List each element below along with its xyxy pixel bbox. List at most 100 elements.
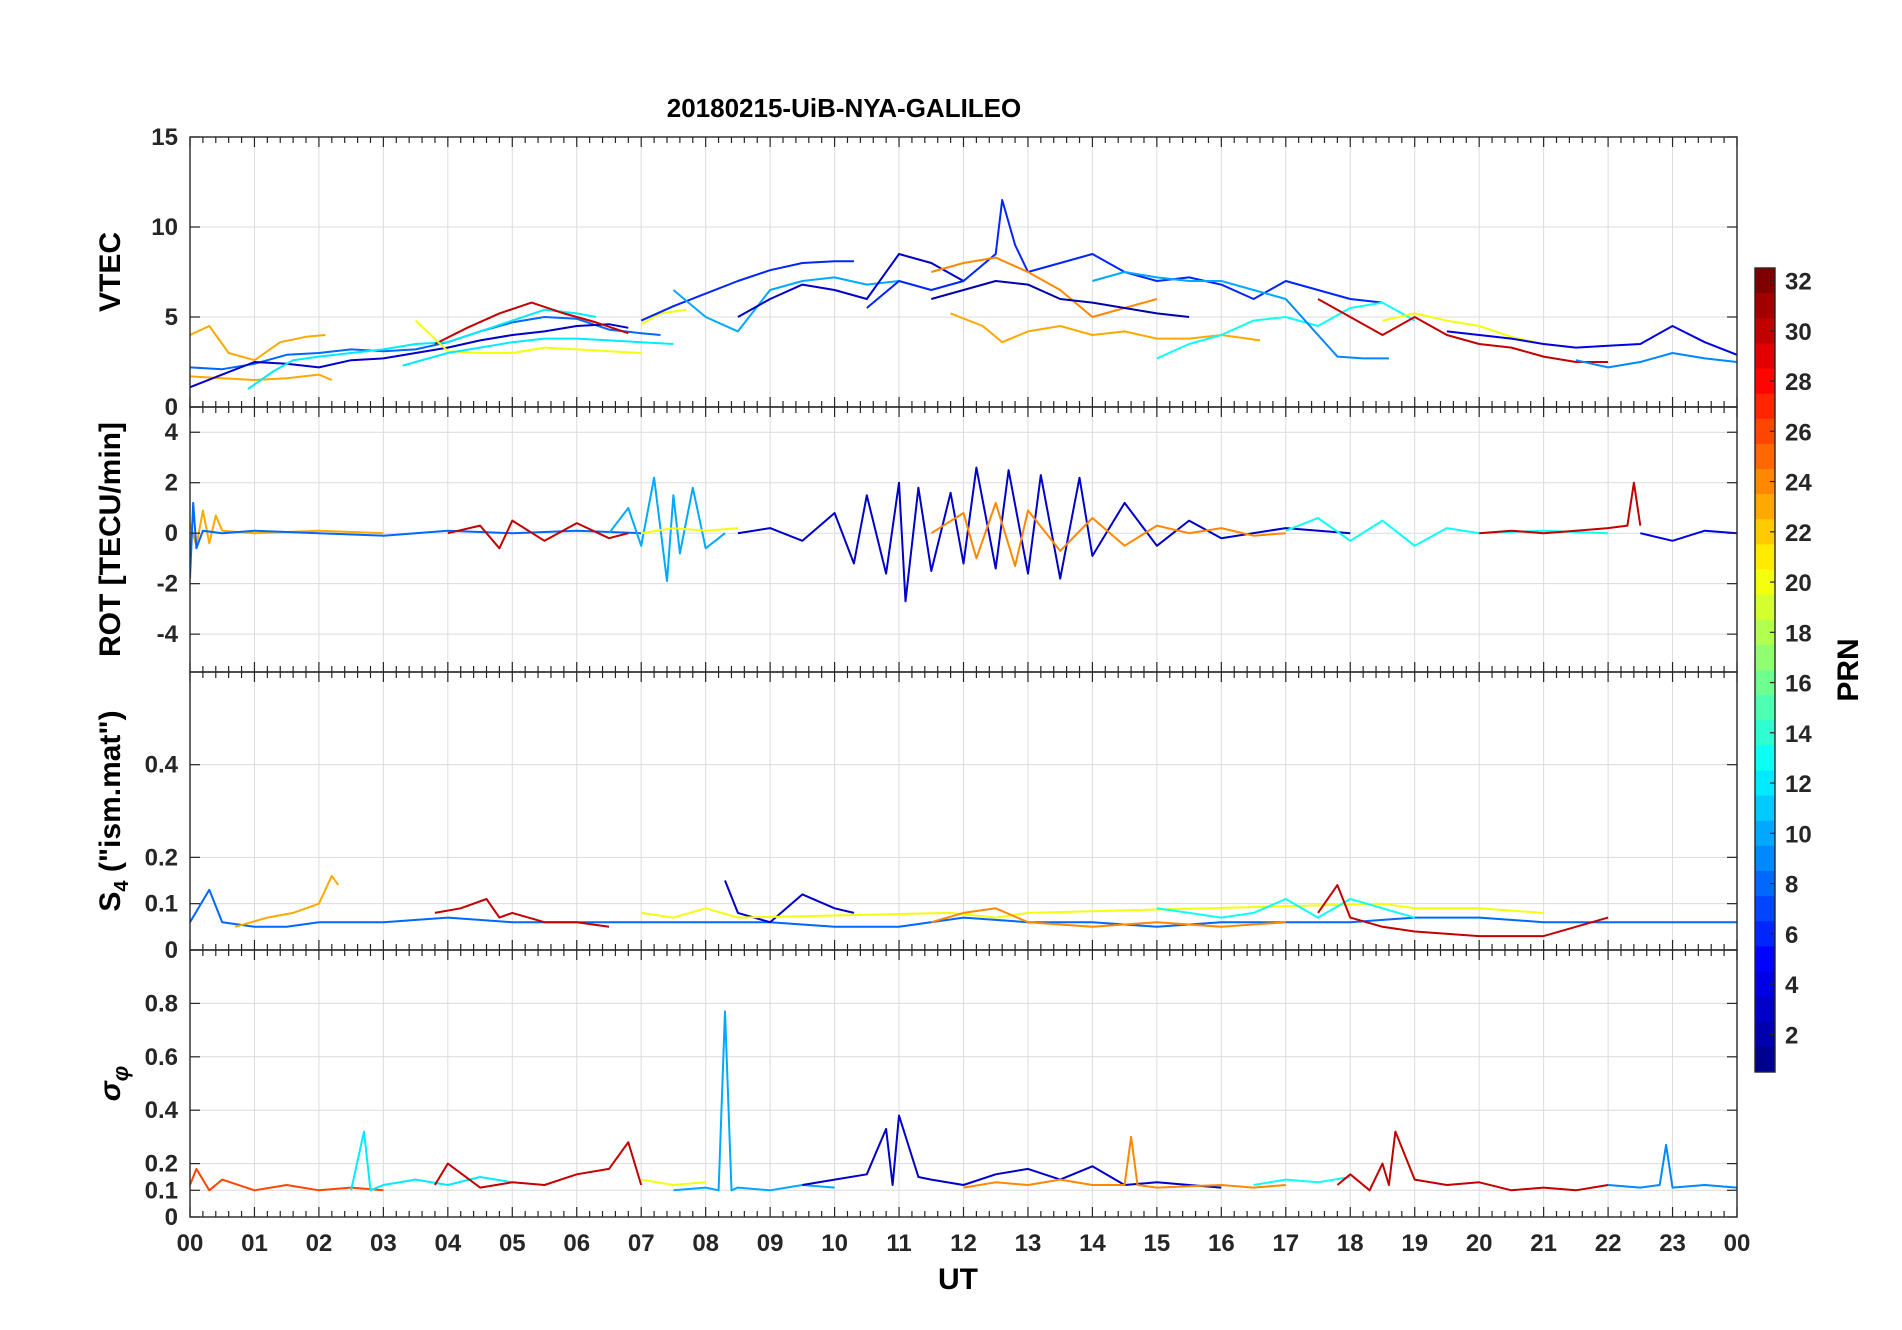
series-line-prn-13 xyxy=(1253,1176,1351,1186)
series-line-prn-30 xyxy=(434,1141,643,1189)
series-line-prn-3 xyxy=(724,880,855,924)
x-tick-label: 09 xyxy=(757,1230,784,1257)
y-tick-label: 0.1 xyxy=(145,891,178,918)
colorbar-segment xyxy=(1755,871,1775,897)
series-line-prn-4 xyxy=(1640,529,1737,542)
series-line-prn-23 xyxy=(234,874,340,928)
series-line-prn-30 xyxy=(434,301,629,345)
colorbar-segment xyxy=(1755,1021,1775,1048)
y-tick-label: 0.2 xyxy=(145,844,178,871)
series-line-prn-20 xyxy=(640,308,687,326)
x-tick-label: 01 xyxy=(241,1230,268,1257)
series-line-prn-30 xyxy=(1317,884,1609,938)
x-tick-label: 16 xyxy=(1208,1230,1235,1257)
colorbar-segment xyxy=(1755,644,1775,671)
x-tick-label: 20 xyxy=(1466,1230,1493,1257)
y-tick-label: 0.2 xyxy=(145,1151,178,1178)
colorbar-segment xyxy=(1755,544,1775,570)
colorbar-tick-label: 14 xyxy=(1785,721,1812,748)
y-tick-label: 10 xyxy=(151,214,178,241)
x-tick-label: 15 xyxy=(1144,1230,1171,1257)
series-group xyxy=(190,874,1737,938)
colorbar-tick-label: 28 xyxy=(1785,369,1812,396)
colorbar-segment xyxy=(1755,569,1775,596)
x-tick-label: 12 xyxy=(950,1230,977,1257)
colorbar-tick-label: 8 xyxy=(1785,872,1798,899)
x-tick-label: 04 xyxy=(434,1230,461,1257)
series-line-prn-23 xyxy=(190,373,333,381)
colorbar-tick-label: 4 xyxy=(1785,972,1799,999)
colorbar-segment xyxy=(1755,670,1775,696)
series-line-prn-13 xyxy=(1156,898,1415,919)
y-tick-label: 2 xyxy=(165,470,178,497)
colorbar-tick-label: 30 xyxy=(1785,319,1812,346)
colorbar-tick-label: 22 xyxy=(1785,520,1812,547)
chart-title: 20180215-UiB-NYA-GALILEO xyxy=(667,93,1022,123)
x-tick-label: 22 xyxy=(1595,1230,1622,1257)
colorbar-segment xyxy=(1755,1046,1775,1073)
panel-vtec: 0 5 10 15 VTEC xyxy=(94,124,1738,421)
colorbar-segment xyxy=(1755,820,1775,847)
series-line-prn-20 xyxy=(641,527,738,535)
series-line-prn-20 xyxy=(641,902,1544,919)
y-axis-label-vtec: VTEC xyxy=(94,232,127,312)
colorbar-tick-label: 26 xyxy=(1785,419,1812,446)
series-line-prn-24 xyxy=(931,907,1286,928)
series-line-prn-30 xyxy=(1317,298,1609,363)
colorbar-tick-label: 10 xyxy=(1785,821,1812,848)
colorbar-segment xyxy=(1755,695,1775,721)
colorbar-segment xyxy=(1755,845,1775,872)
panel-rot: -4 -2 0 2 4 ROT [TECU/min] xyxy=(94,406,1738,673)
colorbar-segment xyxy=(1755,519,1775,545)
series-group xyxy=(190,466,1737,603)
x-tick-label: 14 xyxy=(1079,1230,1106,1257)
series-group xyxy=(190,199,1737,390)
colorbar-tick-label: 20 xyxy=(1785,570,1812,597)
y-tick-label: 0.4 xyxy=(145,1097,179,1124)
series-line-prn-8 xyxy=(190,888,1737,928)
series-line-prn-6 xyxy=(866,199,1383,309)
colorbar-segment xyxy=(1755,745,1775,771)
colorbar-segment xyxy=(1755,418,1775,445)
series-line-prn-9 xyxy=(1285,298,1389,360)
series-line-prn-10 xyxy=(673,1010,835,1192)
colorbar-tick-label: 6 xyxy=(1785,922,1798,949)
series-line-prn-30 xyxy=(1479,481,1642,535)
x-tick-label: 11 xyxy=(886,1230,911,1257)
series-line-prn-24 xyxy=(930,501,1286,567)
colorbar-tick-label: 2 xyxy=(1785,1022,1798,1049)
x-tick-label: 10 xyxy=(821,1230,848,1257)
y-tick-label: 0.4 xyxy=(145,752,179,779)
y-tick-label: 15 xyxy=(151,124,178,151)
colorbar-segment xyxy=(1755,921,1775,947)
y-tick-label: 4 xyxy=(165,419,179,446)
y-tick-label: 0.6 xyxy=(145,1044,178,1071)
colorbar-segment xyxy=(1755,318,1775,344)
series-line-prn-10 xyxy=(1092,271,1287,300)
y-tick-label: 0 xyxy=(165,1204,178,1231)
series-line-prn-12 xyxy=(247,308,597,390)
series-line-prn-3 xyxy=(802,1114,1222,1189)
panel-sigma_phi: 00.10.2 0.4 0.6 0.8 σφ xyxy=(94,949,1738,1231)
colorbar-tick-label: 24 xyxy=(1785,470,1812,497)
x-axis-label: UT xyxy=(938,1263,978,1296)
series-line-prn-26 xyxy=(190,1167,384,1192)
y-axis-label-sigma_phi: σφ xyxy=(94,1066,133,1101)
x-tick-label: 08 xyxy=(692,1230,719,1257)
x-tick-label: 00 xyxy=(177,1230,204,1257)
y-tick-label: 5 xyxy=(165,304,178,331)
colorbar-segment xyxy=(1755,343,1775,369)
x-tick-label: 07 xyxy=(628,1230,655,1257)
series-line-prn-9 xyxy=(1608,1143,1737,1189)
series-line-prn-30 xyxy=(434,898,610,928)
colorbar-segment xyxy=(1755,971,1775,998)
colorbar-tick-label: 32 xyxy=(1785,269,1812,296)
y-tick-label: 0 xyxy=(165,394,178,421)
colorbar-segment xyxy=(1755,770,1775,797)
y-tick-label: -2 xyxy=(157,571,178,598)
series-line-prn-30 xyxy=(447,519,629,550)
